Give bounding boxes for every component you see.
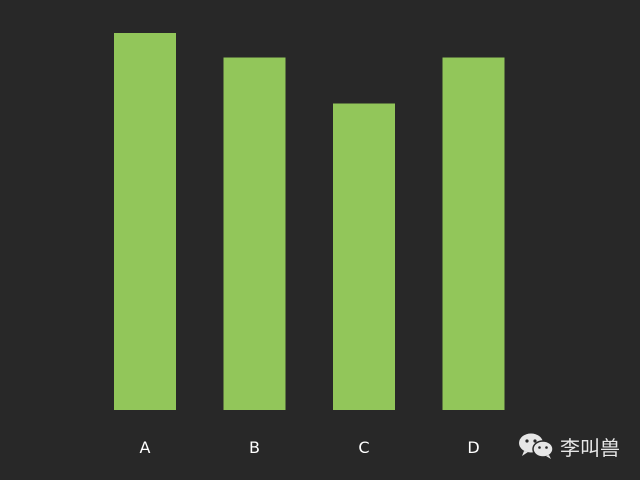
bar-D <box>442 57 505 410</box>
watermark: 李叫兽 <box>516 431 620 461</box>
bar-A <box>114 33 176 410</box>
bar-C <box>333 103 395 411</box>
category-labels: A B C D <box>140 438 480 457</box>
wechat-icon <box>519 433 554 459</box>
category-label-A: A <box>140 438 151 457</box>
bar-group <box>114 33 505 411</box>
category-label-B: B <box>249 438 260 457</box>
category-label-C: C <box>358 438 369 457</box>
category-label-D: D <box>467 438 479 457</box>
bar-B <box>223 57 286 410</box>
watermark-text: 李叫兽 <box>560 435 620 460</box>
